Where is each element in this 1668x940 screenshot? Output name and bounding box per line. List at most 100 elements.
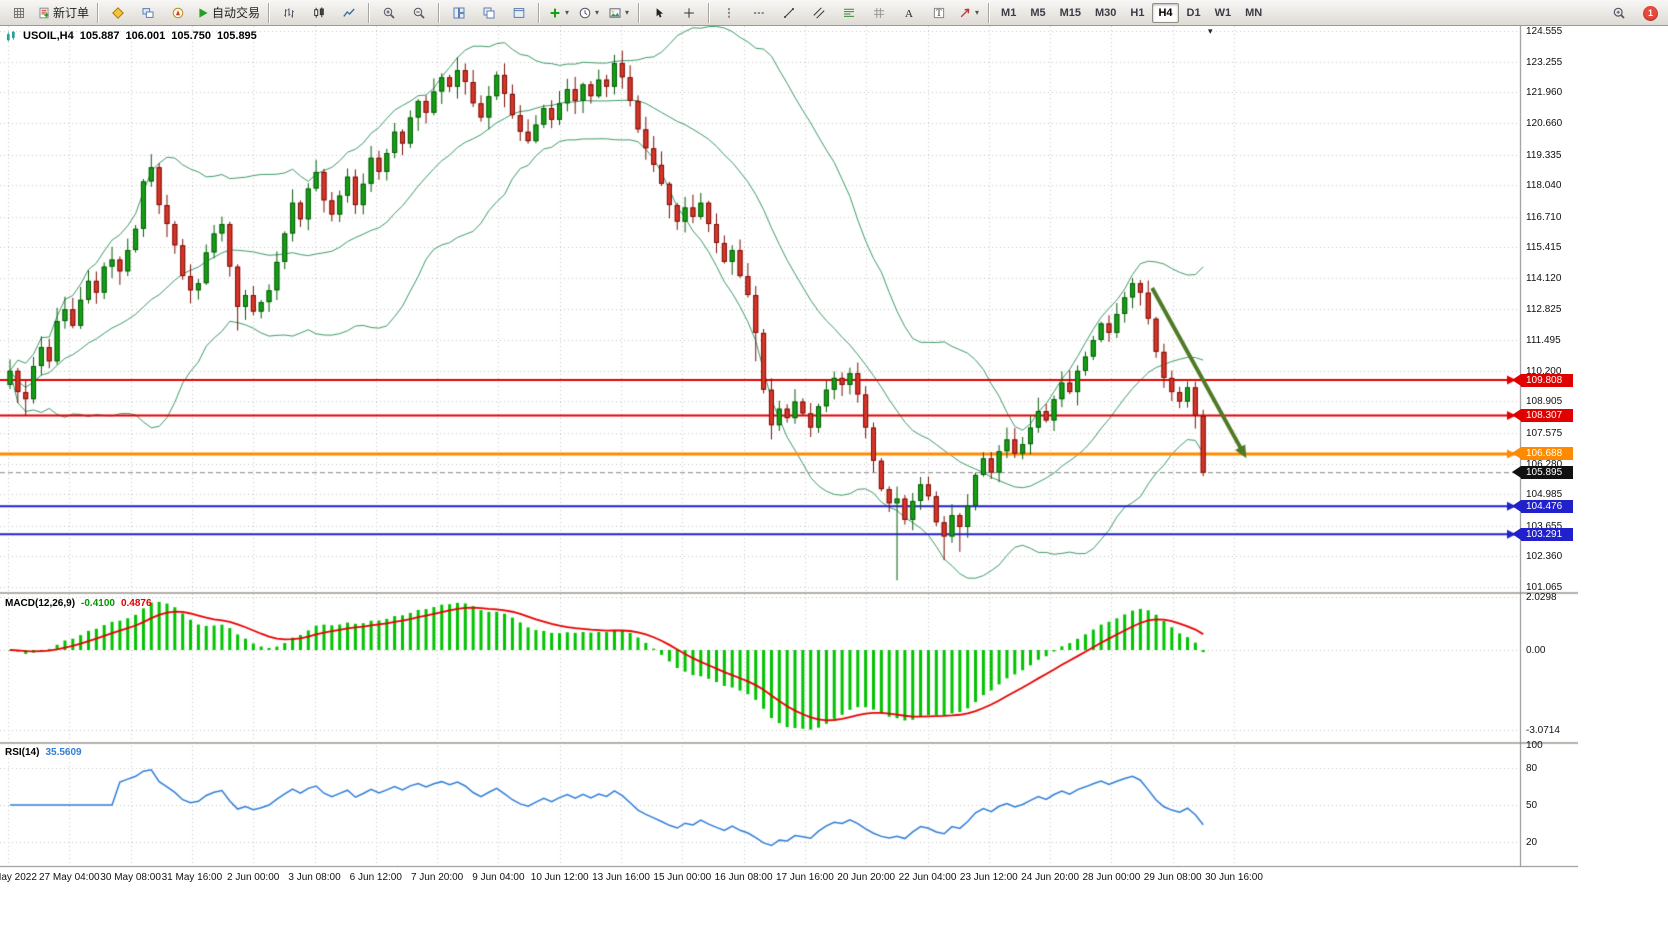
line-icon xyxy=(343,8,355,17)
price-tick-label: 108.905 xyxy=(1526,396,1563,408)
zoom-in-button[interactable] xyxy=(374,1,404,25)
new-order-button[interactable]: 新订单 xyxy=(34,1,93,25)
price-tick-label: 103.655 xyxy=(1526,520,1563,532)
doc-icon xyxy=(39,7,49,18)
fibonacci-retracement-button[interactable] xyxy=(834,1,864,25)
plus-icon xyxy=(550,8,560,17)
price-tick-label: 115.415 xyxy=(1526,242,1562,254)
level-price-tag: 108.307 xyxy=(1512,409,1573,423)
bars-icon xyxy=(284,7,294,18)
bar-chart-button[interactable] xyxy=(274,1,304,25)
clock-icon xyxy=(579,7,591,18)
rsi-pane-splitter[interactable] xyxy=(0,740,1578,744)
auto-trading-button[interactable]: 自动交易 xyxy=(193,1,264,25)
timeframe-w1-button[interactable]: W1 xyxy=(1214,6,1232,19)
market-watch-button[interactable] xyxy=(103,1,133,25)
textT-icon: T xyxy=(933,7,945,18)
time-axis-label: 30 Jun 16:00 xyxy=(1205,872,1263,883)
chart-shift-marker[interactable]: ▾ xyxy=(1208,26,1213,36)
candlestick-chart-button[interactable] xyxy=(304,1,334,25)
time-axis-label: 22 Jun 04:00 xyxy=(898,872,957,883)
timeframe-m5-button[interactable]: M5 xyxy=(1030,6,1046,19)
tile-windows-button[interactable] xyxy=(444,1,474,25)
time-axis-label: 31 May 16:00 xyxy=(161,872,223,883)
chart-ohlc-readout: USOIL,H4 105.887 106.001 105.750 105.895 xyxy=(6,30,257,42)
channel-icon xyxy=(813,6,825,19)
rsi-name: RSI(14) xyxy=(5,747,40,758)
trendline-button[interactable] xyxy=(774,1,804,25)
toolbar-separator xyxy=(538,2,541,23)
chevron-down-icon: ▾ xyxy=(975,8,980,17)
price-tag-notch xyxy=(1512,499,1521,512)
time-axis-label: 2 Jun 00:00 xyxy=(227,872,280,883)
textA-icon: A xyxy=(905,7,913,18)
horizontal-line-button[interactable] xyxy=(744,1,774,25)
crosshair-button[interactable] xyxy=(674,1,704,25)
cursor-button[interactable] xyxy=(644,1,674,25)
data-window-button[interactable] xyxy=(133,1,163,25)
vertical-line-button[interactable] xyxy=(714,1,744,25)
chevron-down-icon: ▾ xyxy=(625,8,630,17)
time-axis-label: 15 Jun 00:00 xyxy=(653,872,712,883)
time-axis-label: 13 Jun 16:00 xyxy=(592,872,650,883)
time-axis-label: 24 Jun 20:00 xyxy=(1021,872,1080,883)
price-tick-label: 119.335 xyxy=(1526,149,1562,161)
auto-arrange-button[interactable] xyxy=(504,1,534,25)
current-price-tag: 105.895 xyxy=(1512,466,1573,480)
play-icon xyxy=(199,7,208,18)
svg-text:T: T xyxy=(936,8,942,18)
toolbar-separator xyxy=(97,2,100,23)
timeframe-h4-button[interactable]: H4 xyxy=(1152,2,1179,23)
text-button[interactable]: A xyxy=(894,1,924,25)
time-axis-label: 27 May 04:00 xyxy=(38,872,100,883)
search-button[interactable] xyxy=(1604,1,1634,25)
arrows-button[interactable]: ▾ xyxy=(954,1,984,25)
timeframe-mn-button[interactable]: MN xyxy=(1245,6,1263,19)
price-tick-label: 111.495 xyxy=(1526,335,1561,347)
auto-trading-label: 自动交易 xyxy=(212,6,261,20)
chart-window: USOIL,H4 105.887 106.001 105.750 105.895… xyxy=(0,26,1668,940)
low-value: 105.750 xyxy=(171,30,212,42)
arrange-icon xyxy=(513,7,525,18)
rsi-axis-label: 50 xyxy=(1526,800,1538,811)
price-tag-notch xyxy=(1512,527,1521,540)
time-axis-label: 10 Jun 12:00 xyxy=(530,872,589,883)
periods-button[interactable]: ▾ xyxy=(574,1,604,25)
time-axis-label: 28 Jun 00:00 xyxy=(1082,872,1141,883)
cascade-windows-button[interactable] xyxy=(474,1,504,25)
timeframe-d1-button[interactable]: D1 xyxy=(1186,6,1201,19)
timeframe-h1-button[interactable]: H1 xyxy=(1130,6,1145,19)
timeframe-m15-button[interactable]: M15 xyxy=(1059,6,1081,19)
price-tick-label: 124.555 xyxy=(1526,26,1563,37)
menu-grid-button[interactable] xyxy=(4,1,34,25)
indicators-button[interactable]: ▾ xyxy=(544,1,574,25)
macd-name: MACD(12,26,9) xyxy=(5,598,76,609)
toolbar-separator xyxy=(438,2,441,23)
toolbar-separator xyxy=(708,2,711,23)
text-label-button[interactable]: T xyxy=(924,1,954,25)
time-axis-label: 16 Jun 08:00 xyxy=(714,872,773,883)
notification-badge[interactable]: 1 xyxy=(1643,5,1658,21)
line-chart-button[interactable] xyxy=(334,1,364,25)
zoom-out-button[interactable] xyxy=(404,1,434,25)
time-axis-label: 3 Jun 08:00 xyxy=(288,872,341,883)
price-chart-canvas[interactable] xyxy=(0,26,1578,940)
price-tick-label: 114.120 xyxy=(1526,272,1562,284)
timeframe-m30-button[interactable]: M30 xyxy=(1095,6,1117,19)
svg-text:A: A xyxy=(905,7,913,18)
timeframe-m1-button[interactable]: M1 xyxy=(1001,6,1017,19)
price-tick-label: 120.660 xyxy=(1526,118,1563,130)
open-value: 105.887 xyxy=(79,30,120,42)
navigator-button[interactable] xyxy=(163,1,193,25)
time-axis[interactable] xyxy=(0,866,1520,896)
grid2-icon xyxy=(874,7,885,18)
equidistant-channel-button[interactable] xyxy=(804,1,834,25)
macd-pane-splitter[interactable] xyxy=(0,590,1578,594)
price-tick-label: 116.710 xyxy=(1526,211,1562,223)
macd-indicator-label: MACD(12,26,9) -0.4100 0.4876 xyxy=(5,598,152,609)
price-tick-label: 121.960 xyxy=(1526,87,1563,99)
templates-button[interactable]: ▾ xyxy=(604,1,634,25)
price-tag-notch xyxy=(1512,373,1521,386)
arrow-icon xyxy=(960,8,970,17)
gann-grid-button[interactable] xyxy=(864,1,894,25)
